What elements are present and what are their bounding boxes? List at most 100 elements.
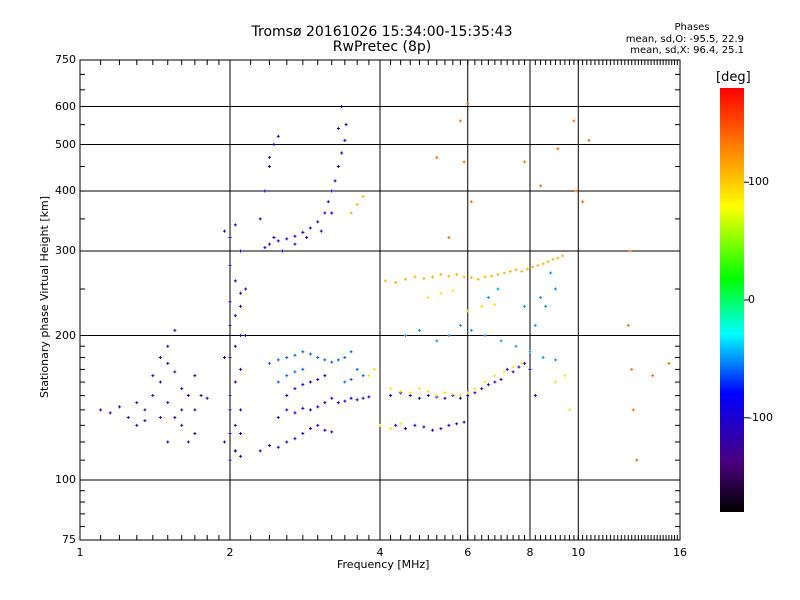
data-point (316, 405, 320, 409)
x-tick-label: 16 (673, 546, 687, 559)
data-point (301, 230, 305, 234)
data-point (499, 339, 503, 343)
data-point (276, 358, 280, 362)
data-point (389, 427, 393, 431)
data-point (158, 380, 162, 384)
data-point (435, 339, 439, 343)
data-point (511, 370, 515, 374)
data-point (319, 229, 323, 233)
data-point (394, 423, 398, 427)
y-tick-label: 300 (55, 244, 76, 257)
data-point (330, 396, 334, 400)
y-tick-label: 75 (62, 533, 76, 546)
data-point (361, 374, 365, 378)
data-point (117, 405, 121, 409)
data-point (323, 358, 327, 362)
data-point (541, 355, 545, 359)
data-point (239, 249, 243, 253)
data-point (186, 394, 190, 398)
y-tick-label: 100 (55, 473, 76, 487)
data-point (343, 355, 347, 359)
data-point (439, 427, 443, 431)
data-point (336, 401, 340, 405)
data-point (330, 430, 334, 434)
data-point (228, 300, 232, 304)
data-point (408, 394, 412, 398)
data-point (413, 423, 417, 427)
data-point (533, 394, 537, 398)
data-point (567, 408, 571, 412)
data-point (447, 236, 451, 240)
data-point (473, 391, 477, 395)
phases-o-stats: mean, sd,O: -95.5, 22.9 (625, 34, 744, 45)
data-point (520, 361, 524, 365)
data-point (394, 280, 398, 284)
data-point (399, 422, 403, 426)
data-point (305, 236, 309, 240)
data-point (228, 355, 232, 359)
data-point (483, 275, 487, 279)
data-point (336, 126, 340, 130)
data-point (514, 268, 518, 272)
data-point (553, 358, 557, 362)
data-point (480, 387, 484, 391)
data-point (233, 279, 237, 283)
data-point (285, 237, 289, 241)
data-point (267, 444, 271, 448)
data-point (180, 423, 184, 427)
data-point (158, 355, 162, 359)
data-point (520, 269, 524, 273)
data-point (272, 236, 276, 240)
data-points (99, 101, 671, 462)
data-point (403, 427, 407, 431)
data-point (336, 164, 340, 168)
data-point (466, 101, 470, 105)
data-point (355, 202, 359, 206)
x-tick-label: 1 (76, 546, 84, 559)
data-point (323, 401, 327, 405)
data-point (180, 387, 184, 391)
data-point (166, 344, 170, 348)
data-point (574, 189, 578, 193)
data-point (431, 428, 435, 432)
data-point (166, 440, 170, 444)
data-point (367, 395, 371, 399)
data-point (514, 344, 518, 348)
data-point (340, 105, 344, 109)
data-point (422, 276, 426, 280)
data-point (285, 408, 289, 412)
data-point (667, 361, 671, 365)
phases-label: Phases (674, 22, 710, 33)
data-point (340, 151, 344, 155)
data-point (546, 260, 550, 264)
data-point (466, 394, 470, 398)
data-point (276, 380, 280, 384)
data-point (239, 334, 243, 338)
data-point (293, 242, 297, 246)
data-point (626, 323, 630, 327)
axis-ticks (80, 60, 681, 540)
data-point (285, 394, 289, 398)
data-point (451, 289, 455, 293)
data-point (108, 411, 112, 415)
data-point (233, 423, 237, 427)
data-point (528, 350, 532, 354)
data-point (499, 377, 503, 381)
x-tick-label: 8 (526, 546, 534, 559)
data-point (549, 271, 553, 275)
data-point (486, 296, 490, 300)
data-point (630, 367, 634, 371)
data-point (233, 449, 237, 453)
data-point (233, 380, 237, 384)
data-point (166, 361, 170, 365)
data-point (458, 323, 462, 327)
data-point (469, 328, 473, 332)
y-tick-label: 400 (55, 184, 76, 198)
colorbar (720, 88, 744, 512)
data-point (431, 275, 435, 279)
data-point (233, 344, 237, 348)
data-point (336, 358, 340, 362)
data-point (228, 408, 232, 412)
data-point (239, 432, 243, 436)
data-point (493, 374, 497, 378)
